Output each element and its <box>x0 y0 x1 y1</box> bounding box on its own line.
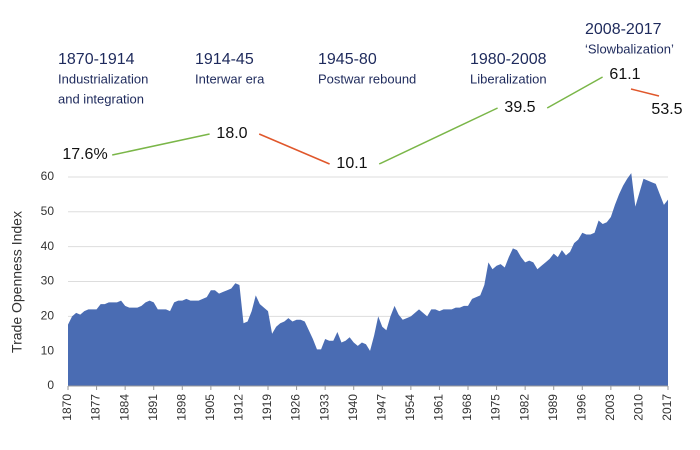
y-tick-label: 30 <box>41 274 55 288</box>
era-description: Liberalization <box>470 71 547 86</box>
era-title: 1945-80 <box>318 51 377 68</box>
fall-line <box>258 133 330 165</box>
y-tick-label: 10 <box>41 343 55 357</box>
x-tick-label: 2003 <box>603 394 617 421</box>
era-description: Interwar era <box>195 71 265 86</box>
x-tick-label: 1877 <box>89 394 103 421</box>
x-tick-label: 1905 <box>203 394 217 421</box>
era-title: 1870-1914 <box>58 51 135 68</box>
era-description: Industrialization <box>58 71 148 86</box>
x-tick-label: 1933 <box>317 394 331 421</box>
rise-line <box>546 76 603 109</box>
x-tick-label: 1884 <box>117 394 131 421</box>
x-tick-label: 1975 <box>489 394 503 421</box>
milestone-label: 61.1 <box>609 66 640 83</box>
era-title: 1980-2008 <box>470 51 547 68</box>
rise-line <box>378 107 498 165</box>
y-tick-label: 40 <box>41 239 55 253</box>
milestone-label: 17.6% <box>62 146 107 163</box>
x-tick-label: 1919 <box>260 394 274 421</box>
milestone-label: 53.5 <box>651 101 682 118</box>
milestone-label: 10.1 <box>336 155 367 172</box>
x-tick-label: 1989 <box>546 394 560 421</box>
y-tick-label: 50 <box>41 204 55 218</box>
y-axis-label: Trade Openness Index <box>9 211 25 353</box>
x-tick-label: 1982 <box>517 394 531 421</box>
x-tick-label: 1912 <box>232 394 246 421</box>
y-tick-label: 20 <box>41 308 55 322</box>
fall-line <box>630 88 660 97</box>
x-tick-label: 1947 <box>374 394 388 421</box>
y-tick-label: 60 <box>41 169 55 183</box>
y-tick-label: 0 <box>47 378 54 392</box>
milestone-label: 39.5 <box>504 99 535 116</box>
x-tick-label: 1968 <box>460 394 474 421</box>
era-title: 1914-45 <box>195 51 254 68</box>
x-tick-label: 1954 <box>403 394 417 421</box>
x-tick-label: 1926 <box>289 394 303 421</box>
x-tick-label: 1940 <box>346 394 360 421</box>
era-description: ‘Slowbalization’ <box>585 41 674 56</box>
x-tick-label: 1996 <box>574 394 588 421</box>
rise-line <box>112 133 210 156</box>
era-description: Postwar rebound <box>318 71 416 86</box>
x-tick-label: 2010 <box>632 394 646 421</box>
x-tick-label: 1961 <box>432 394 446 421</box>
era-description: and integration <box>58 91 144 106</box>
x-tick-label: 1891 <box>146 394 160 421</box>
milestone-label: 18.0 <box>216 125 247 142</box>
x-tick-label: 2017 <box>660 394 674 421</box>
area <box>68 173 668 386</box>
era-title: 2008-2017 <box>585 21 662 38</box>
x-tick-label: 1870 <box>60 394 74 421</box>
x-tick-label: 1898 <box>174 394 188 421</box>
